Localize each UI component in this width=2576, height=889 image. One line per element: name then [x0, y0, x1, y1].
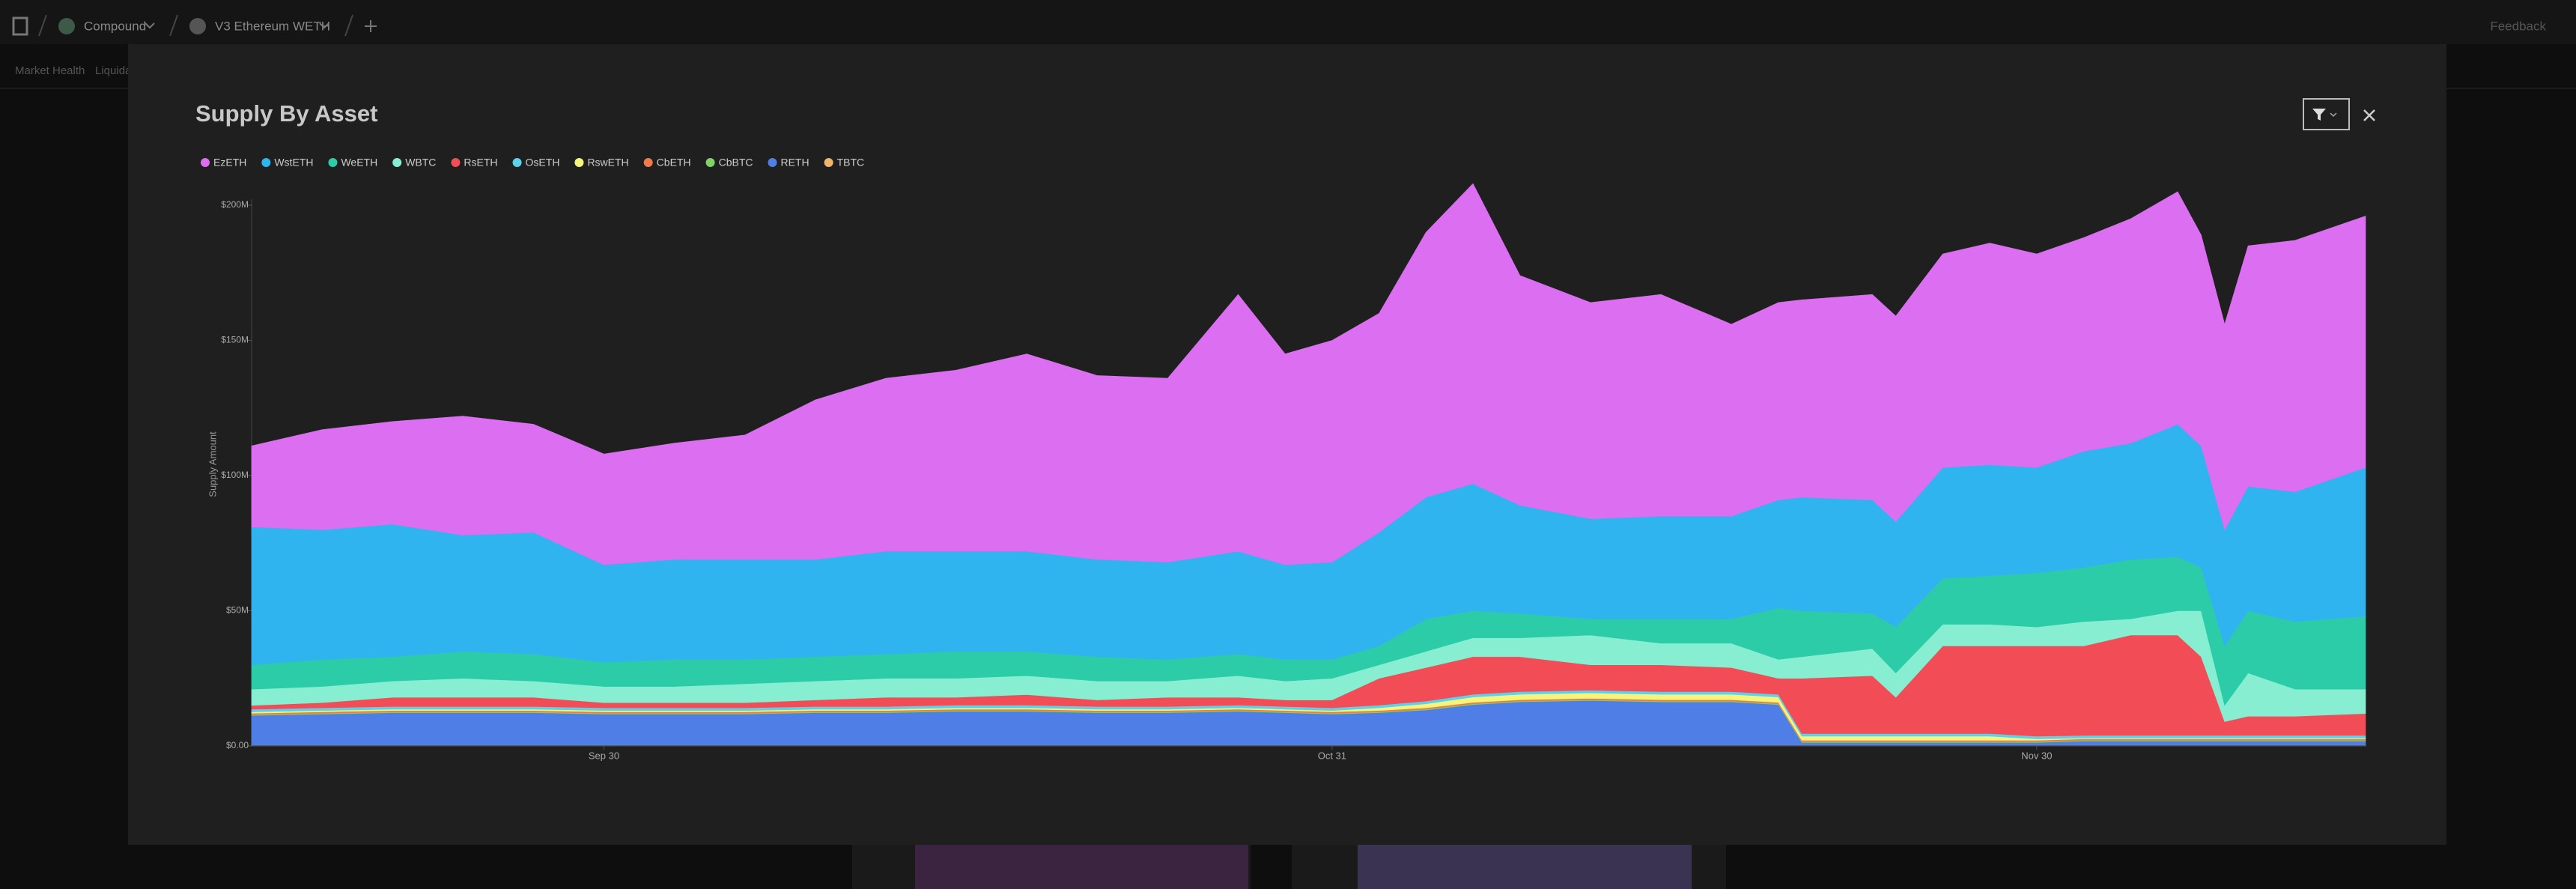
- legend-label: CbBTC: [719, 157, 753, 169]
- legend-label: RswETH: [587, 157, 628, 169]
- tab[interactable]: Liquida: [95, 64, 132, 77]
- plot: $0.00 $50M $100M $150M $200M Sep 30 Oct 31 Nov …: [221, 183, 2366, 761]
- legend-swatch: [512, 158, 522, 167]
- x-tick-label: Sep 30: [589, 750, 619, 761]
- legend-swatch: [824, 158, 833, 167]
- legend-swatch: [768, 158, 777, 167]
- add-button[interactable]: [365, 20, 377, 32]
- protocol-name[interactable]: Compound: [84, 19, 146, 33]
- legend-swatch: [574, 158, 584, 167]
- legend-swatch: [643, 158, 653, 167]
- x-tick-label: Oct 31: [1318, 750, 1346, 761]
- legend: EzETH WstETH WeETH WBTC RsETH OsETH RswETH CbET…: [201, 157, 864, 169]
- legend-swatch: [201, 158, 210, 167]
- close-button[interactable]: [2363, 109, 2375, 121]
- logo[interactable]: [12, 16, 28, 36]
- protocol-icon: [58, 18, 75, 34]
- legend-swatch: [451, 158, 461, 167]
- y-tick-label: $100M: [221, 470, 249, 480]
- chevron[interactable]: [145, 22, 155, 29]
- separator: [344, 14, 353, 37]
- background-chart: [915, 845, 1248, 889]
- separator: [169, 14, 178, 37]
- legend-swatch: [392, 158, 402, 167]
- feedback-link[interactable]: Feedback: [2490, 19, 2546, 33]
- x-tick-label: Nov 30: [2021, 750, 2052, 761]
- legend-label: EzETH: [213, 157, 246, 169]
- legend-label: TBTC: [837, 157, 865, 169]
- legend-label: WBTC: [405, 157, 436, 169]
- y-tick-label: $200M: [221, 199, 249, 210]
- area: [251, 183, 2366, 565]
- market-name[interactable]: V3 Ethereum WETH: [215, 19, 330, 33]
- background-chart: [1358, 845, 1692, 889]
- legend-label: RETH: [780, 157, 809, 169]
- legend-label: OsETH: [526, 157, 560, 169]
- tab[interactable]: Market Health: [15, 64, 85, 77]
- filter-button[interactable]: [2303, 98, 2350, 130]
- chart-title: Supply By Asset: [195, 100, 377, 127]
- legend-label: WeETH: [341, 157, 377, 169]
- y-tick-label: $0.00: [226, 740, 249, 750]
- legend-label: CbETH: [657, 157, 691, 169]
- legend-swatch: [261, 158, 271, 167]
- y-tick-label: $50M: [226, 605, 249, 616]
- separator: [38, 14, 47, 37]
- y-tick-label: $150M: [221, 335, 249, 345]
- legend-swatch: [328, 158, 338, 167]
- legend-swatch: [705, 158, 715, 167]
- chevron[interactable]: [319, 22, 329, 29]
- legend-label: RsETH: [464, 157, 497, 169]
- y-axis-label: Supply Amount: [207, 431, 218, 497]
- top-bar: [0, 0, 2576, 44]
- legend-label: WstETH: [274, 157, 313, 169]
- market-icon: [189, 18, 206, 34]
